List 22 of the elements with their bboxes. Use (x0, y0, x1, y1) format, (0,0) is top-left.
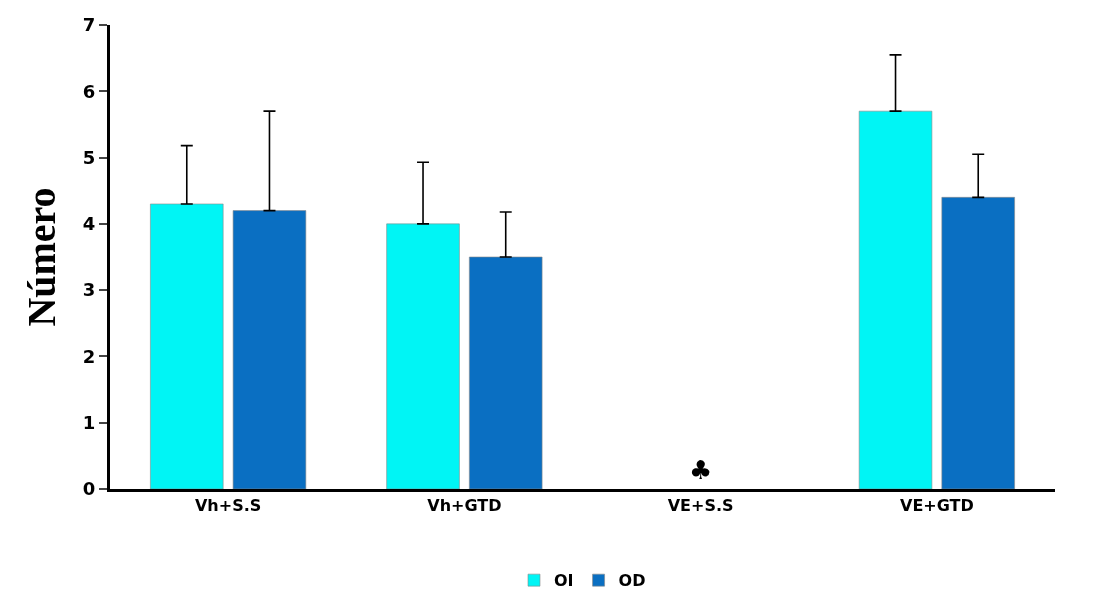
bar (469, 256, 543, 489)
legend-label: OD (618, 571, 646, 591)
x-tick-label: Vh+S.S (194, 496, 262, 516)
y-tick-label: 1 (82, 412, 96, 434)
x-tick-label: VE+GTD (900, 496, 974, 516)
y-tick-label: 6 (82, 80, 96, 102)
y-tick-label: 5 (82, 146, 96, 168)
y-tick-label: 4 (82, 213, 96, 235)
y-tick-label: 0 (82, 478, 96, 500)
legend-label: OI (554, 571, 574, 591)
y-axis-title: Número (19, 187, 65, 327)
bar (941, 197, 1015, 489)
bar (858, 110, 933, 489)
y-tick-label: 3 (82, 279, 96, 301)
x-tick-label: VE+S.S (667, 496, 734, 516)
bar (150, 203, 224, 489)
y-tick-label: 7 (82, 14, 96, 36)
annotation: ♣ (689, 455, 713, 485)
x-tick-label: Vh+GTD (427, 496, 502, 516)
bar (232, 210, 307, 489)
bar (386, 223, 460, 489)
y-tick-label: 2 (82, 345, 96, 367)
